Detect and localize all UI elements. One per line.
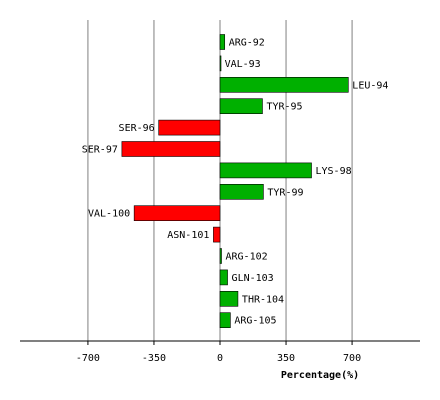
bar-val-100 <box>133 205 221 221</box>
bar-label-asn-101: ASN-101 <box>167 230 209 241</box>
bar-ser-97 <box>121 141 221 157</box>
bar-label-val-100: VAL-100 <box>88 209 130 220</box>
bar-leu-94 <box>219 77 349 93</box>
x-tick-label: -700 <box>76 353 100 364</box>
bar-label-leu-94: LEU-94 <box>352 80 388 91</box>
bar-arg-105 <box>219 312 231 329</box>
bar-label-tyr-95: TYR-95 <box>266 102 302 113</box>
x-tick-label: -350 <box>142 353 166 364</box>
bars <box>121 34 349 329</box>
bar-tyr-95 <box>219 98 263 114</box>
x-ticks: -700 -350 0 350 700 <box>76 341 361 364</box>
bar-label-gln-103: GLN-103 <box>232 273 274 284</box>
bar-gln-103 <box>219 269 228 286</box>
bar-label-ser-97: SER-97 <box>82 145 118 156</box>
bar-arg-92 <box>219 34 226 50</box>
x-tick-label: 700 <box>343 353 361 364</box>
bar-lys-98 <box>219 162 312 179</box>
bar-label-arg-92: ARG-92 <box>229 38 265 49</box>
bar-label-thr-104: THR-104 <box>242 294 284 305</box>
grid-lines <box>87 20 353 341</box>
bar-label-lys-98: LYS-98 <box>316 166 352 177</box>
bar-asn-101 <box>213 226 221 243</box>
x-tick-label: 0 <box>217 353 223 364</box>
bar-arg-102 <box>219 248 222 264</box>
bar-thr-104 <box>219 290 239 307</box>
bar-label-arg-102: ARG-102 <box>226 252 268 263</box>
bar-label-arg-105: ARG-105 <box>234 316 276 327</box>
bar-val-93 <box>219 55 222 72</box>
x-axis-title: Percentage(%) <box>281 370 359 381</box>
bar-label-ser-96: SER-96 <box>119 123 155 134</box>
bar-label-val-93: VAL-93 <box>225 59 261 70</box>
x-tick-label: 350 <box>277 353 295 364</box>
bar-label-tyr-99: TYR-99 <box>267 187 303 198</box>
bar-tyr-99 <box>219 184 264 200</box>
bar-ser-96 <box>158 119 221 136</box>
